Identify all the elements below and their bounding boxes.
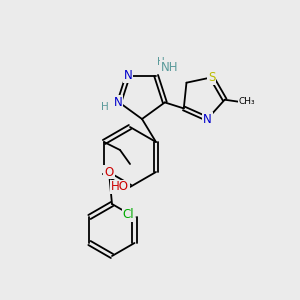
Text: H: H	[101, 102, 109, 112]
Text: O: O	[104, 166, 114, 178]
Text: N: N	[203, 113, 212, 126]
Text: N: N	[124, 69, 132, 82]
Text: Cl: Cl	[123, 208, 134, 221]
Text: N: N	[114, 96, 122, 109]
Text: HO: HO	[111, 181, 129, 194]
Text: H: H	[157, 57, 165, 67]
Text: S: S	[208, 71, 215, 84]
Text: NH: NH	[161, 61, 179, 74]
Text: CH₃: CH₃	[238, 97, 255, 106]
